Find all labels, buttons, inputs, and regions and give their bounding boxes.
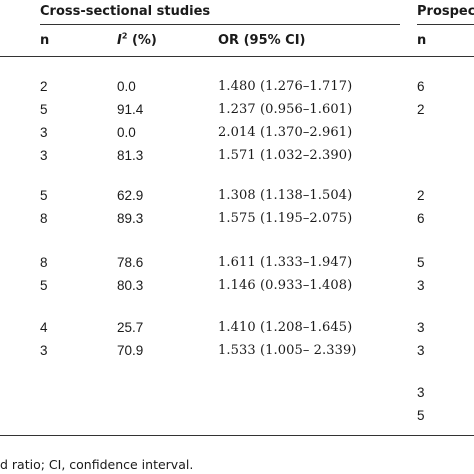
cell-n-prospective: 3 bbox=[417, 385, 425, 400]
cell-or: 1.480 (1.276–1.717) bbox=[218, 79, 353, 94]
cell-n: 8 bbox=[40, 211, 48, 226]
i2-unit: (%) bbox=[127, 33, 157, 48]
cell-n-prospective: 3 bbox=[417, 320, 425, 335]
cell-n-prospective: 3 bbox=[417, 343, 425, 358]
cell-i2: 0.0 bbox=[117, 79, 136, 94]
cell-n: 4 bbox=[40, 320, 48, 335]
cell-n: 2 bbox=[40, 79, 48, 94]
column-header-n-prospective: n bbox=[417, 33, 427, 48]
cell-i2: 78.6 bbox=[117, 255, 144, 270]
cell-i2: 62.9 bbox=[117, 188, 144, 203]
column-header-or: OR (95% CI) bbox=[218, 33, 306, 48]
cell-or: 1.410 (1.208–1.645) bbox=[218, 320, 353, 335]
cell-or: 1.575 (1.195–2.075) bbox=[218, 211, 353, 226]
cell-or: 1.146 (0.933–1.408) bbox=[218, 278, 353, 293]
group-underline-cross-sectional bbox=[40, 24, 400, 25]
cell-i2: 80.3 bbox=[117, 278, 144, 293]
cell-i2: 0.0 bbox=[117, 125, 136, 140]
cell-n-prospective: 5 bbox=[417, 408, 425, 423]
cell-or: 1.308 (1.138–1.504) bbox=[218, 188, 353, 203]
group-header-prospective: Prospec bbox=[417, 4, 474, 19]
group-header-cross-sectional: Cross-sectional studies bbox=[40, 4, 211, 19]
column-header-n: n bbox=[40, 33, 50, 48]
cell-n-prospective: 2 bbox=[417, 188, 425, 203]
column-header-i2: I2 (%) bbox=[117, 31, 157, 49]
cell-or: 1.611 (1.333–1.947) bbox=[218, 255, 353, 270]
group-underline-prospective bbox=[417, 24, 474, 25]
cell-n-prospective: 2 bbox=[417, 102, 425, 117]
i2-superscript: 2 bbox=[121, 31, 128, 41]
cell-i2: 91.4 bbox=[117, 102, 144, 117]
header-rule bbox=[0, 56, 474, 57]
cell-n: 5 bbox=[40, 188, 48, 203]
cell-i2: 25.7 bbox=[117, 320, 144, 335]
cell-n: 8 bbox=[40, 255, 48, 270]
cell-or: 1.237 (0.956–1.601) bbox=[218, 102, 353, 117]
cell-n: 5 bbox=[40, 278, 48, 293]
cell-n: 5 bbox=[40, 102, 48, 117]
cell-or: 1.533 (1.005– 2.339) bbox=[218, 343, 357, 358]
cell-i2: 89.3 bbox=[117, 211, 144, 226]
i2-letter: I bbox=[117, 33, 122, 48]
cell-n-prospective: 6 bbox=[417, 79, 425, 94]
cell-n: 3 bbox=[40, 148, 48, 163]
bottom-rule bbox=[0, 435, 474, 436]
cell-i2: 70.9 bbox=[117, 343, 144, 358]
cell-n-prospective: 5 bbox=[417, 255, 425, 270]
cell-n-prospective: 3 bbox=[417, 278, 425, 293]
cell-or: 1.571 (1.032–2.390) bbox=[218, 148, 353, 163]
cell-i2: 81.3 bbox=[117, 148, 144, 163]
table-footnote: d ratio; CI, confidence interval. bbox=[0, 457, 194, 472]
cell-n: 3 bbox=[40, 343, 48, 358]
cell-or: 2.014 (1.370–2.961) bbox=[218, 125, 353, 140]
cell-n-prospective: 6 bbox=[417, 211, 425, 226]
cell-n: 3 bbox=[40, 125, 48, 140]
